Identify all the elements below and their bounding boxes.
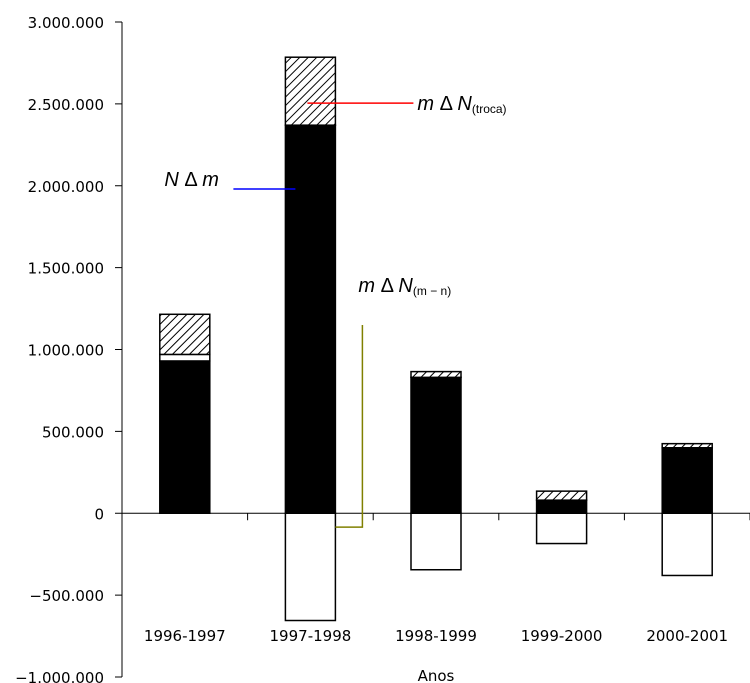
bar-m_delta_n_mn-1999-2000	[535, 512, 588, 545]
annotation-label-troca: m Δ N(troca)	[417, 93, 506, 116]
bar-m_delta_n_mn-1998-1999	[410, 512, 462, 571]
x-category-label: 1999-2000	[521, 627, 603, 645]
y-tick-label: 2.500.000	[28, 96, 104, 114]
bar-m_delta_n_mn-1996-1997	[159, 353, 211, 362]
y-tick-label: 2.000.000	[28, 178, 104, 196]
x-category-label: 1996-1997	[144, 627, 226, 645]
annotations-layer: m Δ N(troca) N Δ m m Δ N(m − n)	[164, 93, 507, 528]
bar-n_delta_m-1996-1997	[159, 360, 211, 514]
y-tick-label: 0	[94, 505, 104, 523]
y-tick-label: 1.000.000	[28, 342, 104, 360]
annotation-label-mn: m Δ N(m − n)	[358, 275, 451, 298]
y-tick-label: 1.500.000	[28, 260, 104, 278]
x-category-label: 2000-2001	[646, 627, 728, 645]
bars-layer	[159, 56, 713, 622]
x-category-label: 1998-1999	[395, 627, 477, 645]
bar-m_delta_n_troca-1999-2000	[535, 490, 588, 501]
y-tick-label: −500.000	[29, 587, 104, 605]
y-tick-label: −1.000.000	[15, 669, 104, 683]
x-axis-title: Anos	[418, 667, 455, 683]
bar-n_delta_m-2000-2001	[661, 447, 713, 514]
bar-n_delta_m-1999-2000	[535, 499, 588, 514]
bar-m_delta_n_troca-2000-2001	[661, 442, 713, 449]
bar-m_delta_n_mn-1997-1998	[284, 512, 337, 622]
axes-layer: 3.000.000 2.500.000 2.000.000 1.500.000 1.00…	[15, 14, 750, 683]
bar-n_delta_m-1997-1998	[284, 124, 337, 514]
bar-n_delta_m-1998-1999	[410, 376, 462, 514]
bar-m_delta_n_troca-1996-1997	[159, 313, 211, 356]
bar-m_delta_n_troca-1998-1999	[410, 370, 462, 379]
y-tick-label: 3.000.000	[28, 14, 104, 32]
y-tick-label: 500.000	[42, 423, 104, 441]
x-category-label: 1997-1998	[270, 627, 352, 645]
annotation-label-ndm: N Δ m	[164, 169, 218, 191]
bar-m_delta_n_mn-2000-2001	[661, 512, 713, 577]
annotation-line-mn	[335, 324, 364, 528]
bar-m_delta_n_troca-1997-1998	[284, 56, 337, 126]
